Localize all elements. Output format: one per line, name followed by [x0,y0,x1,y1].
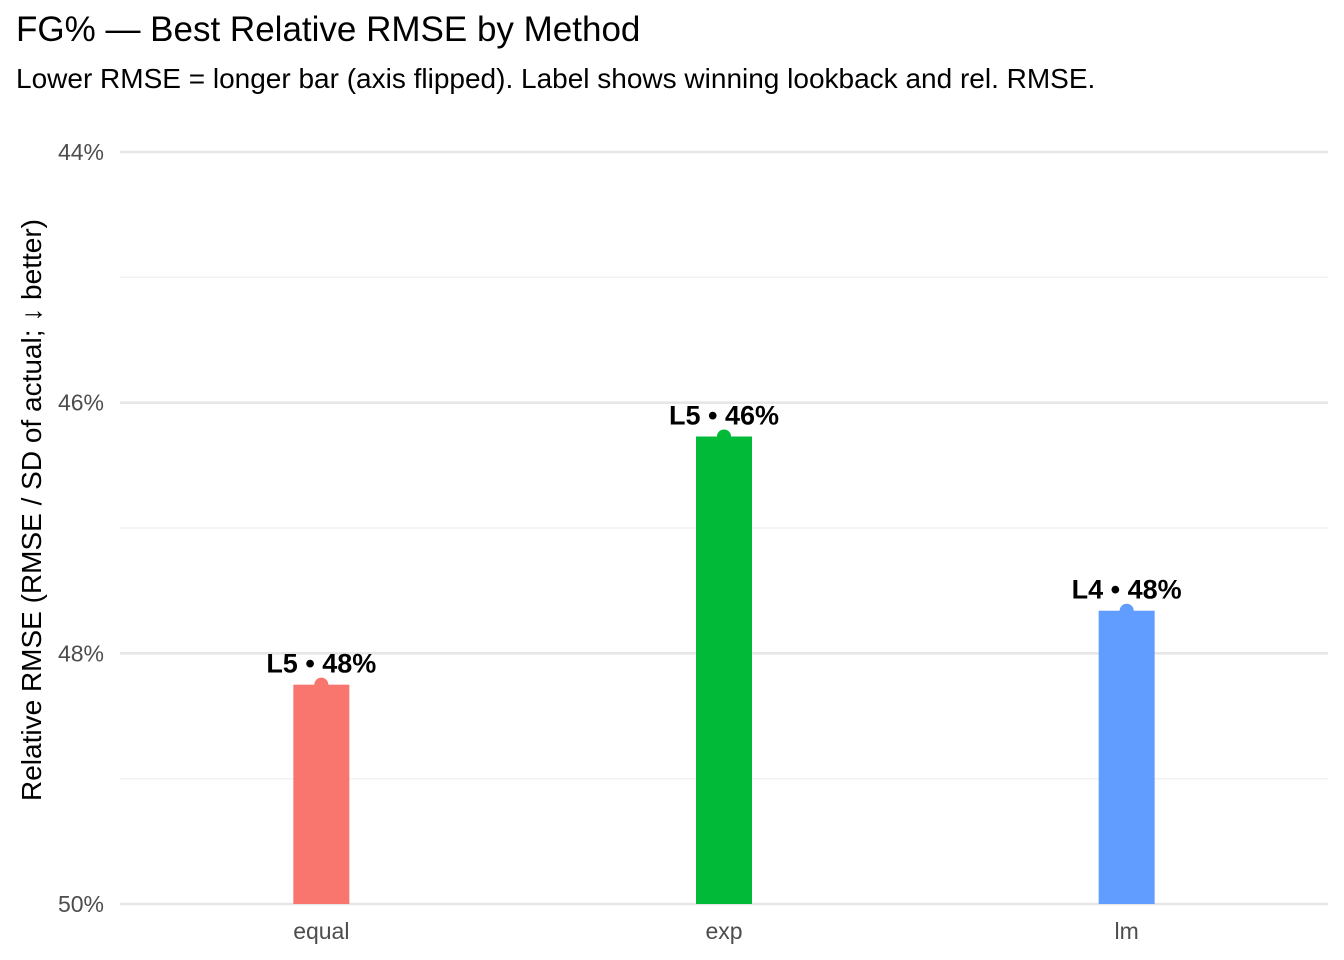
x-tick-label-lm: lm [1115,918,1139,944]
chart-title: FG% — Best Relative RMSE by Method [16,10,641,49]
data-label-exp: L5 • 46% [669,401,779,431]
data-label-lm: L4 • 48% [1072,575,1182,605]
point-lm [1119,603,1134,618]
bar-equal [293,684,350,904]
point-equal [314,677,329,692]
x-tick-label-exp: exp [705,918,742,944]
bar-exp [696,436,752,904]
chart-subtitle: Lower RMSE = longer bar (axis flipped). … [16,63,1096,94]
bar-lm [1098,610,1155,904]
y-tick-label: 50% [58,891,104,917]
x-axis-ticks: equal exp lm [293,918,1139,944]
bars: L5 • 48% L5 • 46% L4 • 48% [266,401,1182,904]
y-axis-ticks: 44% 46% 48% 50% [58,139,104,917]
y-tick-label: 46% [58,390,104,416]
y-axis-title: Relative RMSE (RMSE / SD of actual; ↓ be… [16,219,47,801]
data-label-equal: L5 • 48% [266,649,376,679]
point-exp [717,429,731,444]
x-tick-label-equal: equal [293,918,349,944]
y-tick-label: 44% [58,139,104,165]
y-tick-label: 48% [58,640,104,666]
